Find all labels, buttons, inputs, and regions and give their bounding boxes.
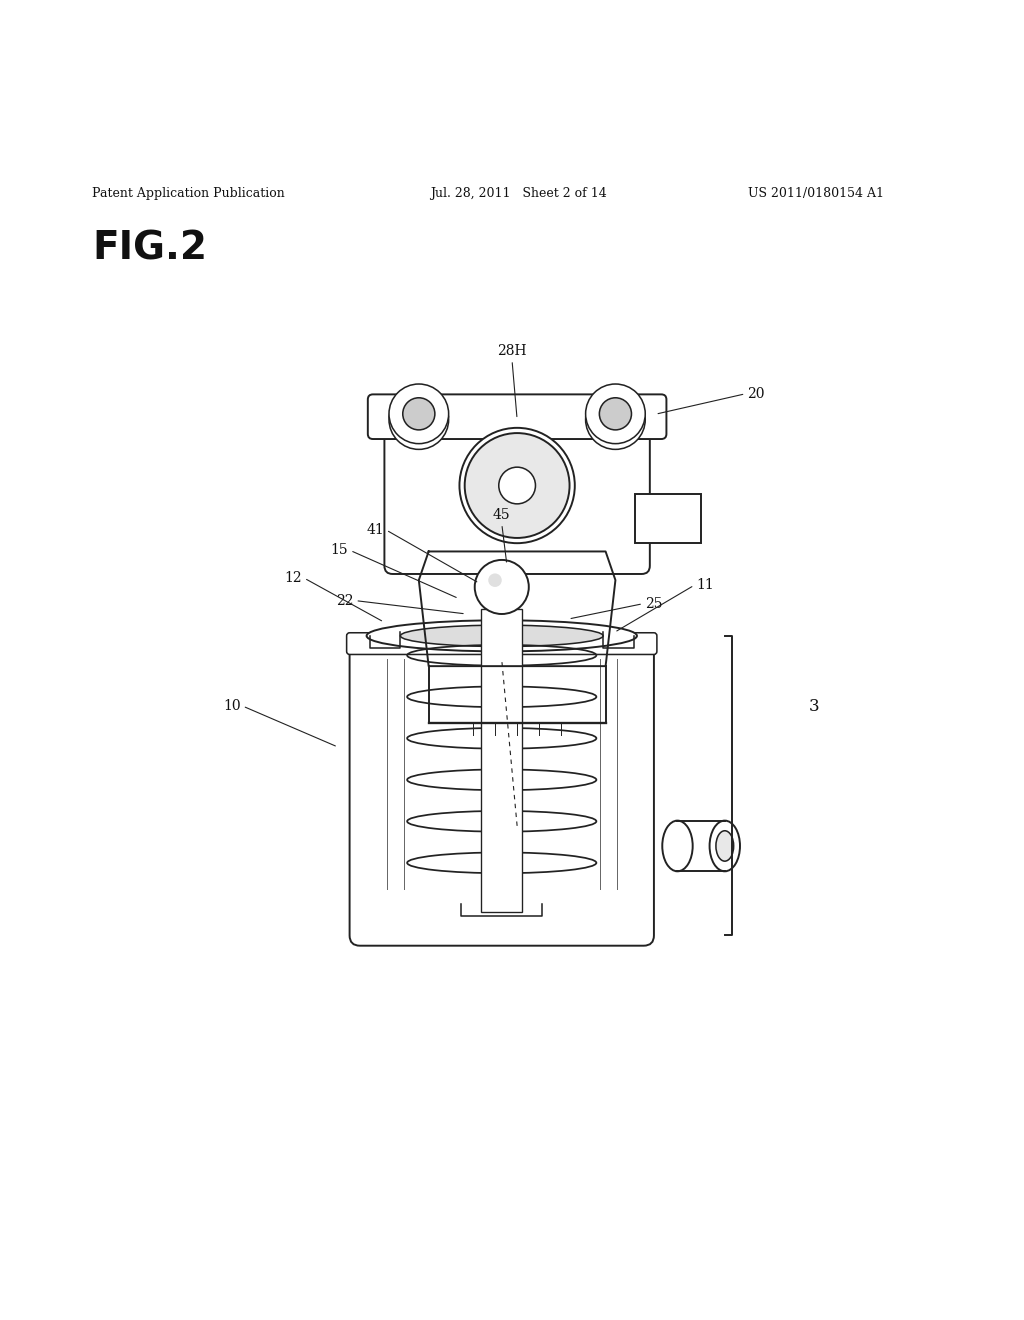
Text: 25: 25 — [645, 597, 663, 611]
Bar — [635, 494, 700, 543]
Text: 41: 41 — [367, 523, 384, 537]
Circle shape — [599, 397, 632, 430]
Ellipse shape — [400, 626, 603, 647]
Text: US 2011/0180154 A1: US 2011/0180154 A1 — [748, 187, 884, 199]
Text: 15: 15 — [331, 544, 348, 557]
Circle shape — [389, 389, 449, 449]
Circle shape — [389, 384, 449, 444]
Circle shape — [460, 428, 574, 544]
Text: Jul. 28, 2011   Sheet 2 of 14: Jul. 28, 2011 Sheet 2 of 14 — [430, 187, 607, 199]
Text: 12: 12 — [285, 572, 302, 585]
Circle shape — [465, 433, 569, 539]
Circle shape — [599, 404, 632, 436]
FancyBboxPatch shape — [454, 722, 581, 743]
Text: 3: 3 — [809, 697, 819, 714]
Circle shape — [586, 384, 645, 444]
Text: Patent Application Publication: Patent Application Publication — [92, 187, 285, 199]
Ellipse shape — [663, 821, 692, 871]
Circle shape — [586, 389, 645, 449]
Bar — [481, 609, 522, 912]
Circle shape — [402, 404, 435, 436]
Circle shape — [488, 573, 502, 587]
Text: 22: 22 — [336, 594, 353, 607]
Text: 10: 10 — [223, 700, 241, 713]
Text: 11: 11 — [696, 578, 714, 593]
Ellipse shape — [367, 620, 637, 651]
Text: 28H: 28H — [498, 345, 526, 358]
FancyBboxPatch shape — [349, 642, 654, 945]
Circle shape — [499, 467, 536, 504]
FancyBboxPatch shape — [384, 408, 650, 574]
Circle shape — [475, 560, 528, 614]
Text: FIG.2: FIG.2 — [92, 230, 207, 268]
Text: 45: 45 — [493, 508, 511, 521]
Circle shape — [402, 397, 435, 430]
FancyBboxPatch shape — [368, 395, 667, 440]
Text: 20: 20 — [748, 387, 765, 401]
FancyBboxPatch shape — [346, 632, 657, 655]
Ellipse shape — [710, 821, 740, 871]
Ellipse shape — [716, 830, 733, 861]
